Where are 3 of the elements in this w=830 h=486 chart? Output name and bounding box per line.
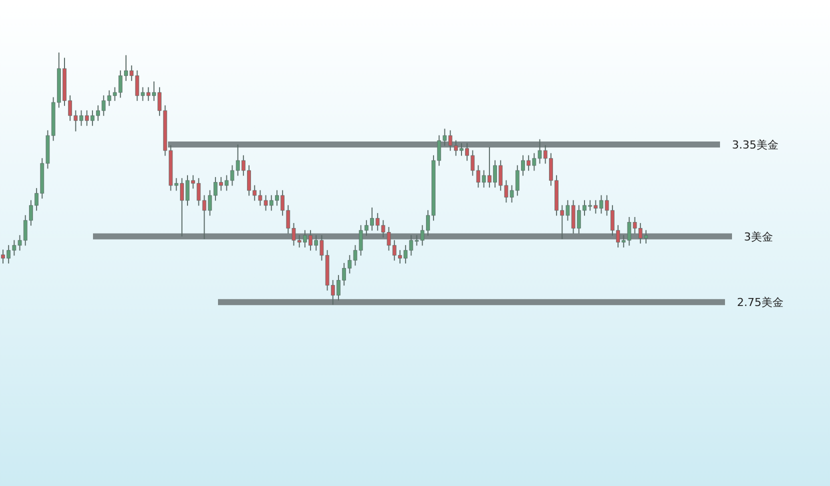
ref-line-label: 2.75美金 — [737, 296, 784, 310]
ref-line-label: 3美金 — [744, 230, 773, 244]
ref-line-label: 3.35美金 — [732, 138, 778, 152]
